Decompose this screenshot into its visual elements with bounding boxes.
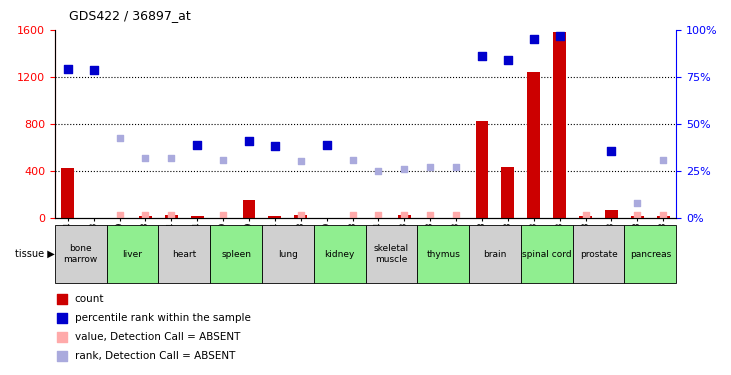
Point	[321, 142, 333, 148]
Point	[243, 138, 255, 144]
Point	[554, 33, 566, 39]
Point	[269, 143, 281, 149]
Point	[580, 211, 591, 217]
Point	[657, 157, 669, 163]
Point	[428, 12, 439, 18]
Point	[346, 157, 358, 163]
Point	[502, 57, 514, 63]
Point	[528, 36, 539, 42]
Bar	[191, 216, 204, 217]
Bar	[553, 32, 566, 218]
Text: spinal cord: spinal cord	[522, 250, 572, 259]
Text: skeletal
muscle: skeletal muscle	[374, 244, 409, 264]
Point	[165, 155, 177, 161]
Point	[428, 184, 439, 190]
FancyBboxPatch shape	[417, 225, 469, 283]
Bar	[527, 72, 540, 217]
Bar	[501, 167, 515, 217]
FancyBboxPatch shape	[366, 225, 417, 283]
Point	[632, 200, 643, 206]
Text: heart: heart	[172, 250, 197, 259]
Point	[398, 212, 410, 218]
Bar	[243, 200, 255, 217]
Text: brain: brain	[483, 250, 507, 259]
Point	[217, 212, 229, 218]
Text: count: count	[75, 294, 105, 304]
FancyBboxPatch shape	[55, 225, 107, 283]
Point	[114, 135, 126, 141]
Point	[657, 211, 669, 217]
FancyBboxPatch shape	[624, 225, 676, 283]
FancyBboxPatch shape	[211, 225, 262, 283]
Point	[140, 155, 151, 161]
Point	[605, 148, 617, 154]
Point	[346, 211, 358, 217]
Point	[373, 168, 385, 174]
Text: tissue ▶: tissue ▶	[15, 249, 54, 259]
Point	[450, 164, 462, 170]
Bar	[398, 215, 411, 217]
Text: rank, Detection Call = ABSENT: rank, Detection Call = ABSENT	[75, 351, 235, 361]
Bar	[268, 216, 281, 217]
Text: percentile rank within the sample: percentile rank within the sample	[75, 313, 251, 322]
Text: kidney: kidney	[325, 250, 355, 259]
Point	[476, 53, 488, 59]
Bar	[165, 215, 178, 217]
Bar	[579, 216, 592, 217]
FancyBboxPatch shape	[572, 225, 624, 283]
Text: pancreas: pancreas	[629, 250, 671, 259]
FancyBboxPatch shape	[521, 225, 572, 283]
Bar	[605, 210, 618, 218]
Point	[295, 212, 306, 218]
Point	[192, 142, 203, 148]
Text: value, Detection Call = ABSENT: value, Detection Call = ABSENT	[75, 332, 240, 342]
Bar	[295, 215, 307, 217]
FancyBboxPatch shape	[469, 225, 521, 283]
Point	[425, 211, 436, 217]
Text: bone
marrow: bone marrow	[64, 244, 98, 264]
Point	[373, 211, 385, 217]
Text: thymus: thymus	[426, 250, 460, 259]
FancyBboxPatch shape	[107, 225, 159, 283]
Point	[632, 211, 643, 217]
Text: GDS422 / 36897_at: GDS422 / 36897_at	[69, 9, 192, 22]
Text: prostate: prostate	[580, 250, 618, 259]
FancyBboxPatch shape	[262, 225, 314, 283]
Point	[295, 158, 306, 164]
Point	[140, 212, 151, 218]
Bar	[476, 122, 488, 218]
Bar	[656, 216, 670, 217]
FancyBboxPatch shape	[314, 225, 366, 283]
Point	[114, 212, 126, 218]
Bar	[139, 216, 152, 217]
FancyBboxPatch shape	[159, 225, 211, 283]
Bar	[61, 168, 75, 217]
Point	[88, 67, 99, 73]
Point	[165, 212, 177, 218]
Point	[450, 211, 462, 217]
Text: lung: lung	[278, 250, 298, 259]
Text: spleen: spleen	[221, 250, 251, 259]
Point	[217, 157, 229, 163]
Point	[62, 66, 74, 72]
Point	[398, 166, 410, 172]
Bar	[631, 216, 644, 217]
Text: liver: liver	[123, 250, 143, 259]
Point	[425, 164, 436, 170]
